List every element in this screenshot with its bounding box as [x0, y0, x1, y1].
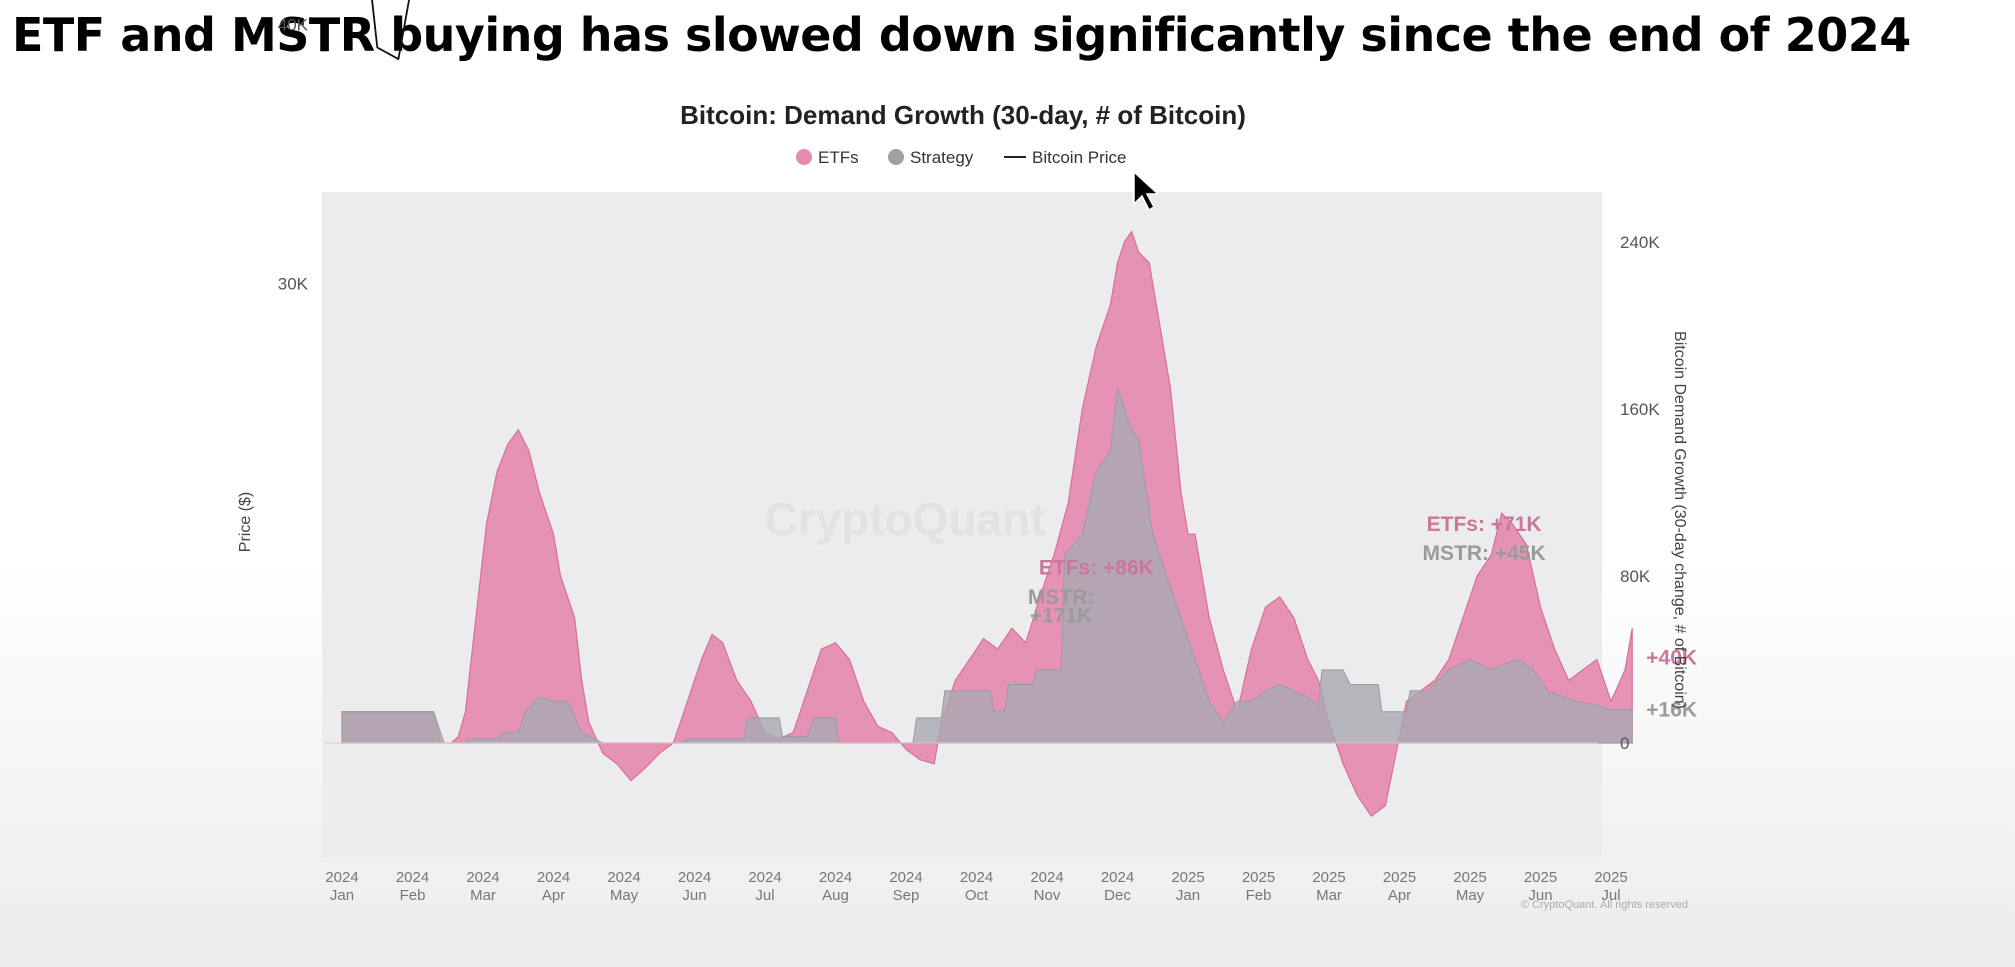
x-tick-year: 2024	[396, 869, 429, 886]
x-tick-year: 2024	[748, 869, 781, 886]
right-tick-label: 80K	[1620, 567, 1651, 586]
right-tick-label: 160K	[1620, 400, 1660, 419]
series-layer	[341, 0, 1633, 817]
x-tick-year: 2024	[960, 869, 993, 886]
x-tick-month: Nov	[1034, 887, 1061, 904]
annotation-label: MSTR:	[1028, 586, 1095, 609]
x-tick-month: Apr	[1388, 887, 1411, 904]
left-tick-label: 30K	[278, 275, 309, 294]
x-tick-year: 2024	[466, 869, 499, 886]
right-tick-label: 240K	[1620, 233, 1660, 252]
x-tick-month: Mar	[1316, 887, 1342, 904]
x-tick-month: Aug	[822, 887, 849, 904]
x-tick-month: Dec	[1104, 887, 1131, 904]
x-tick-month: Jun	[682, 887, 706, 904]
x-tick-month: May	[1456, 887, 1485, 904]
annotation-label: ETFs: +71K	[1427, 513, 1542, 536]
x-tick-month: Oct	[965, 887, 989, 904]
annotation-label: ETFs: +86K	[1039, 557, 1154, 580]
x-tick-year: 2024	[607, 869, 640, 886]
right-tick-label: 0	[1620, 734, 1629, 753]
x-tick-month: Apr	[542, 887, 565, 904]
x-tick-year: 2024	[889, 869, 922, 886]
x-tick-month: Jan	[1176, 887, 1200, 904]
x-tick-month: Jan	[330, 887, 354, 904]
x-tick-year: 2025	[1594, 869, 1627, 886]
left-tick-label: 40K	[278, 16, 309, 35]
y-axis-right-label: Bitcoin Demand Growth (30-day change, # …	[1671, 331, 1688, 709]
x-tick-month: Jul	[1601, 887, 1620, 904]
annotation-label: +40K	[1646, 646, 1697, 669]
watermark: CryptoQuant	[764, 493, 1045, 545]
x-tick-year: 2025	[1312, 869, 1345, 886]
x-tick-year: 2025	[1171, 869, 1204, 886]
cursor-arrow-icon	[1133, 170, 1160, 212]
right-axis: 240K 160K 80K 0	[1620, 233, 1660, 753]
copyright-credit: © CryptoQuant. All rights reserved	[1521, 899, 1688, 911]
annotation-label: +171K	[1030, 605, 1092, 628]
y-axis-left-label: Price ($)	[237, 492, 254, 552]
x-tick-month: Jul	[755, 887, 774, 904]
headline: ETF and MSTR buying has slowed down sign…	[12, 8, 1911, 62]
x-tick-month: Mar	[470, 887, 496, 904]
x-tick-month: Jun	[1528, 887, 1552, 904]
x-tick-year: 2024	[678, 869, 711, 886]
x-tick-month: May	[610, 887, 639, 904]
x-axis: 2024Jan2024Feb2024Mar2024Apr2024May2024J…	[325, 869, 1627, 904]
annotation-label: +16K	[1646, 699, 1697, 722]
legend-etfs-label: ETFs	[818, 148, 859, 167]
etfs-area	[341, 230, 1633, 817]
annotations-layer: ETFs: +86K MSTR:+171K ETFs: +71K MSTR: +45K…	[1028, 513, 1697, 722]
x-tick-month: Feb	[400, 887, 426, 904]
legend-price-label: Bitcoin Price	[1032, 148, 1126, 167]
legend-strategy-label: Strategy	[910, 148, 974, 167]
legend-etfs-swatch	[796, 149, 812, 165]
x-tick-year: 2025	[1242, 869, 1275, 886]
chart-title: Bitcoin: Demand Growth (30-day, # of Bit…	[680, 100, 1246, 130]
bitcoin-price-line	[371, 0, 410, 60]
annotation-label: MSTR: +45K	[1423, 542, 1546, 565]
legend: ETFs Strategy Bitcoin Price	[796, 148, 1126, 167]
x-tick-year: 2024	[1030, 869, 1063, 886]
left-axis: 110K100K90K80K70K60K50K40K30K	[278, 16, 309, 294]
x-tick-month: Feb	[1246, 887, 1272, 904]
x-tick-year: 2024	[819, 869, 852, 886]
x-tick-year: 2025	[1383, 869, 1416, 886]
strategy-area	[341, 387, 1633, 744]
x-tick-year: 2025	[1453, 869, 1486, 886]
mouse-cursor	[1133, 170, 1160, 212]
x-tick-year: 2024	[537, 869, 570, 886]
x-tick-year: 2024	[1101, 869, 1134, 886]
x-tick-month: Sep	[893, 887, 920, 904]
x-tick-year: 2025	[1524, 869, 1557, 886]
legend-strategy-swatch	[888, 149, 904, 165]
x-tick-year: 2024	[325, 869, 358, 886]
